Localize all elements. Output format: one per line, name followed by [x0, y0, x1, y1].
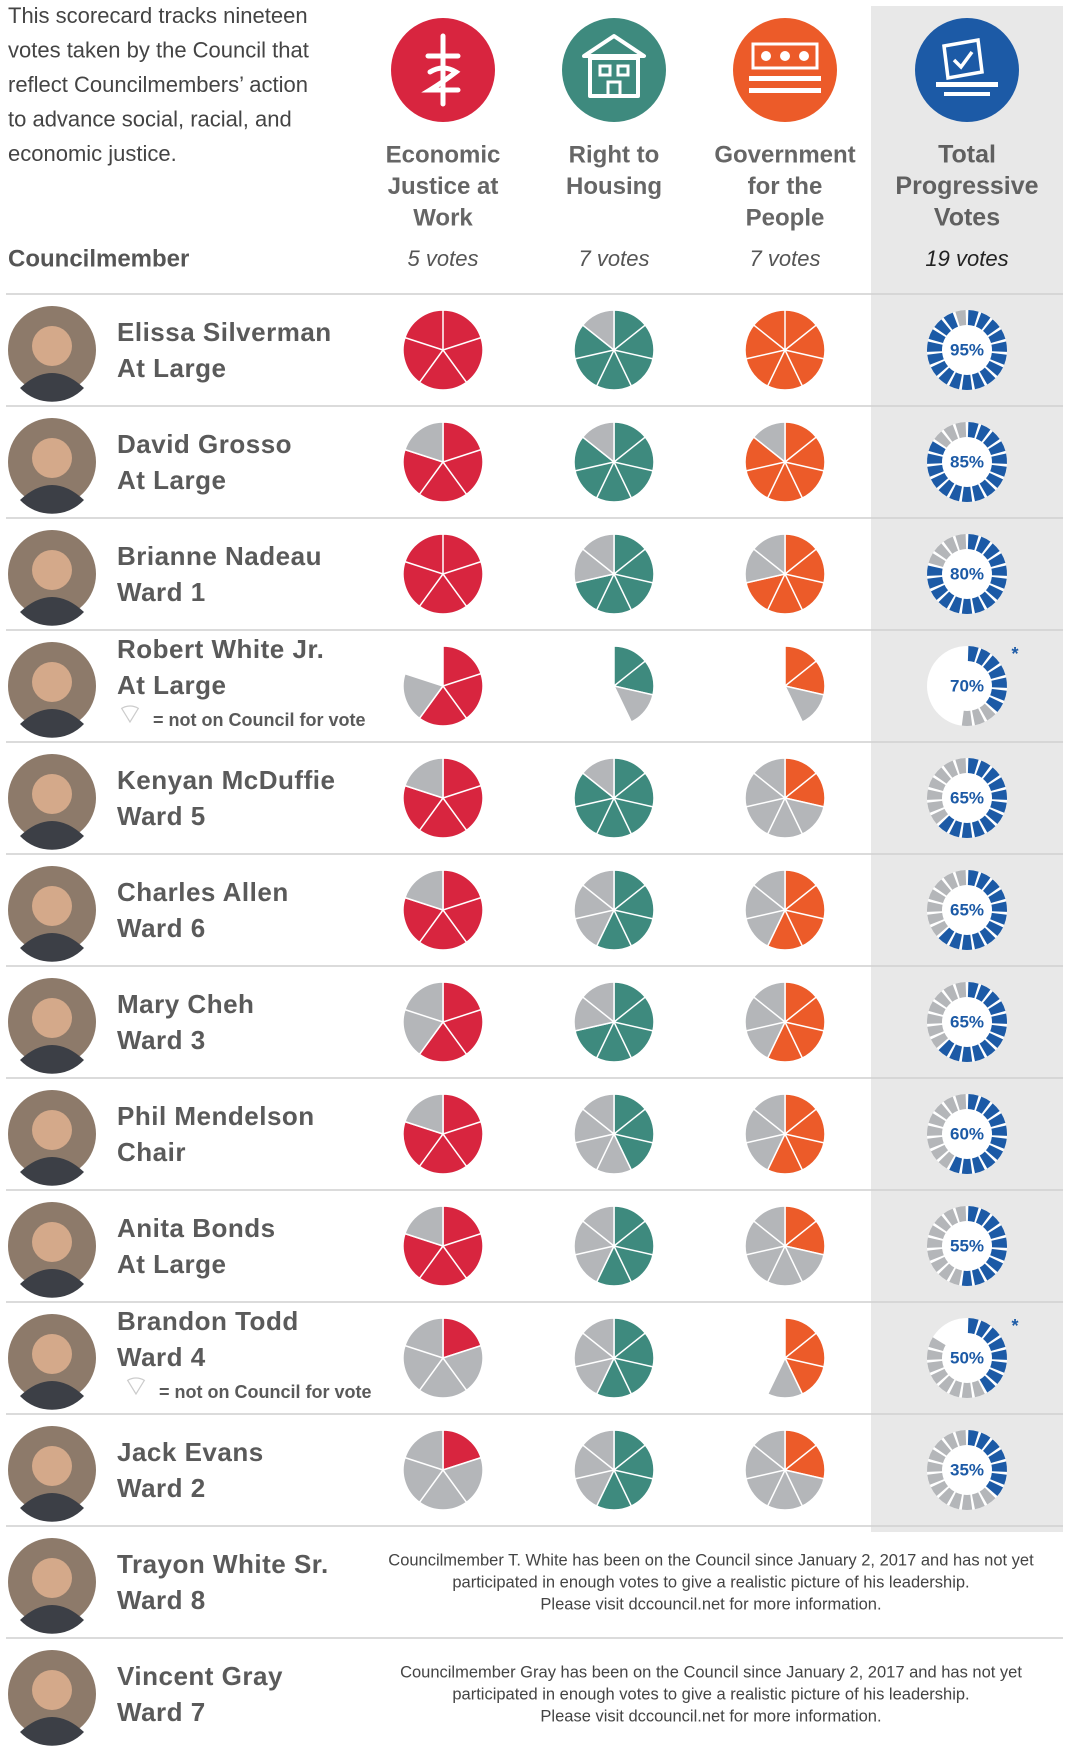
column-votes: 19 votes: [925, 246, 1008, 271]
absent-note: = not on Council for vote: [153, 710, 366, 730]
pie-no: [745, 534, 785, 583]
scorecard: Councilmember This scorecard tracks nine…: [0, 0, 1067, 1750]
absent-icon: [122, 706, 139, 722]
photo-face: [32, 1334, 72, 1374]
column-title: Housing: [566, 173, 662, 200]
photo-face: [32, 1670, 72, 1710]
message-line: Please visit dccouncil.net for more info…: [540, 1595, 881, 1613]
total-percent: 70%: [950, 676, 984, 695]
member-role: At Large: [117, 1249, 226, 1279]
member-name: Brandon Todd: [117, 1306, 299, 1336]
member-role: At Large: [117, 465, 226, 495]
column-title: People: [746, 204, 825, 231]
intro-line: to advance social, racial, and: [8, 106, 292, 131]
total-percent: 80%: [950, 564, 984, 583]
photo-face: [32, 326, 72, 366]
column-title: Right to: [569, 141, 660, 168]
member-name: Vincent Gray: [117, 1661, 283, 1691]
pie-no: [574, 534, 614, 583]
pie-yes: [403, 534, 483, 614]
icon-economic: [391, 18, 495, 122]
column-votes: 7 votes: [750, 246, 821, 271]
member-name: Elissa Silverman: [117, 317, 332, 347]
intro-line: economic justice.: [8, 141, 177, 166]
message-line: Councilmember T. White has been on the C…: [388, 1551, 1034, 1569]
member-header: Councilmember: [8, 245, 189, 272]
total-percent: 50%: [950, 1348, 984, 1367]
photo-face: [32, 662, 72, 702]
pie-yes: [745, 310, 825, 390]
column-title: Government: [714, 141, 855, 168]
total-percent: 65%: [950, 1012, 984, 1031]
column-title: for the: [748, 173, 823, 200]
total-percent: 60%: [950, 1124, 984, 1143]
member-name: Mary Cheh: [117, 989, 254, 1019]
total-percent: 65%: [950, 900, 984, 919]
member-role: Ward 6: [117, 913, 206, 943]
total-percent: 65%: [950, 788, 984, 807]
absent-note: = not on Council for vote: [159, 1382, 372, 1402]
photo-face: [32, 886, 72, 926]
member-role: At Large: [117, 353, 226, 383]
member-name: Trayon White Sr.: [117, 1549, 329, 1579]
member-role: Ward 2: [117, 1473, 206, 1503]
member-name: Phil Mendelson: [117, 1101, 315, 1131]
member-role: Ward 8: [117, 1585, 206, 1615]
total-percent: 95%: [950, 340, 984, 359]
photo-face: [32, 1446, 72, 1486]
intro-line: reflect Councilmembers’ action: [8, 72, 308, 97]
column-title: Justice at: [388, 173, 499, 200]
photo-face: [32, 998, 72, 1038]
asterisk: *: [1011, 1316, 1018, 1336]
member-role: Ward 3: [117, 1025, 206, 1055]
message-line: Please visit dccouncil.net for more info…: [540, 1707, 881, 1725]
member-name: David Grosso: [117, 429, 292, 459]
total-percent: 35%: [950, 1460, 984, 1479]
photo-face: [32, 1222, 72, 1262]
photo-face: [32, 1110, 72, 1150]
column-votes: 5 votes: [408, 246, 479, 271]
photo-face: [32, 1558, 72, 1598]
pie-no: [574, 982, 614, 1031]
column-title: Economic: [386, 141, 501, 168]
member-name: Anita Bonds: [117, 1213, 276, 1243]
member-name: Brianne Nadeau: [117, 541, 322, 571]
member-role: At Large: [117, 670, 226, 700]
photo-face: [32, 550, 72, 590]
photo-face: [32, 774, 72, 814]
member-role: Ward 5: [117, 801, 206, 831]
message-line: Councilmember Gray has been on the Counc…: [400, 1663, 1022, 1681]
total-percent: 85%: [950, 452, 984, 471]
column-title: Work: [413, 204, 473, 231]
column-title: Progressive: [895, 172, 1038, 200]
member-name: Jack Evans: [117, 1437, 264, 1467]
icon-housing: [562, 18, 666, 122]
column-votes: 7 votes: [579, 246, 650, 271]
member-role: Ward 7: [117, 1697, 206, 1727]
column-title: Votes: [934, 204, 1000, 232]
member-role: Chair: [117, 1137, 186, 1167]
photo-face: [32, 438, 72, 478]
icon-government: [733, 18, 837, 122]
asterisk: *: [1011, 644, 1018, 664]
total-percent: 55%: [950, 1236, 984, 1255]
column-title: Total: [938, 141, 996, 169]
message-line: participated in enough votes to give a r…: [452, 1685, 969, 1703]
member-name: Kenyan McDuffie: [117, 765, 335, 795]
intro-line: votes taken by the Council that: [8, 37, 309, 62]
member-name: Robert White Jr.: [117, 634, 324, 664]
member-role: Ward 4: [117, 1342, 206, 1372]
pie-yes: [403, 310, 483, 390]
message-line: participated in enough votes to give a r…: [452, 1573, 969, 1591]
absent-icon: [128, 1378, 145, 1394]
member-role: Ward 1: [117, 577, 206, 607]
member-name: Charles Allen: [117, 877, 289, 907]
intro-line: This scorecard tracks nineteen: [8, 3, 308, 28]
icon-total: [915, 18, 1019, 122]
